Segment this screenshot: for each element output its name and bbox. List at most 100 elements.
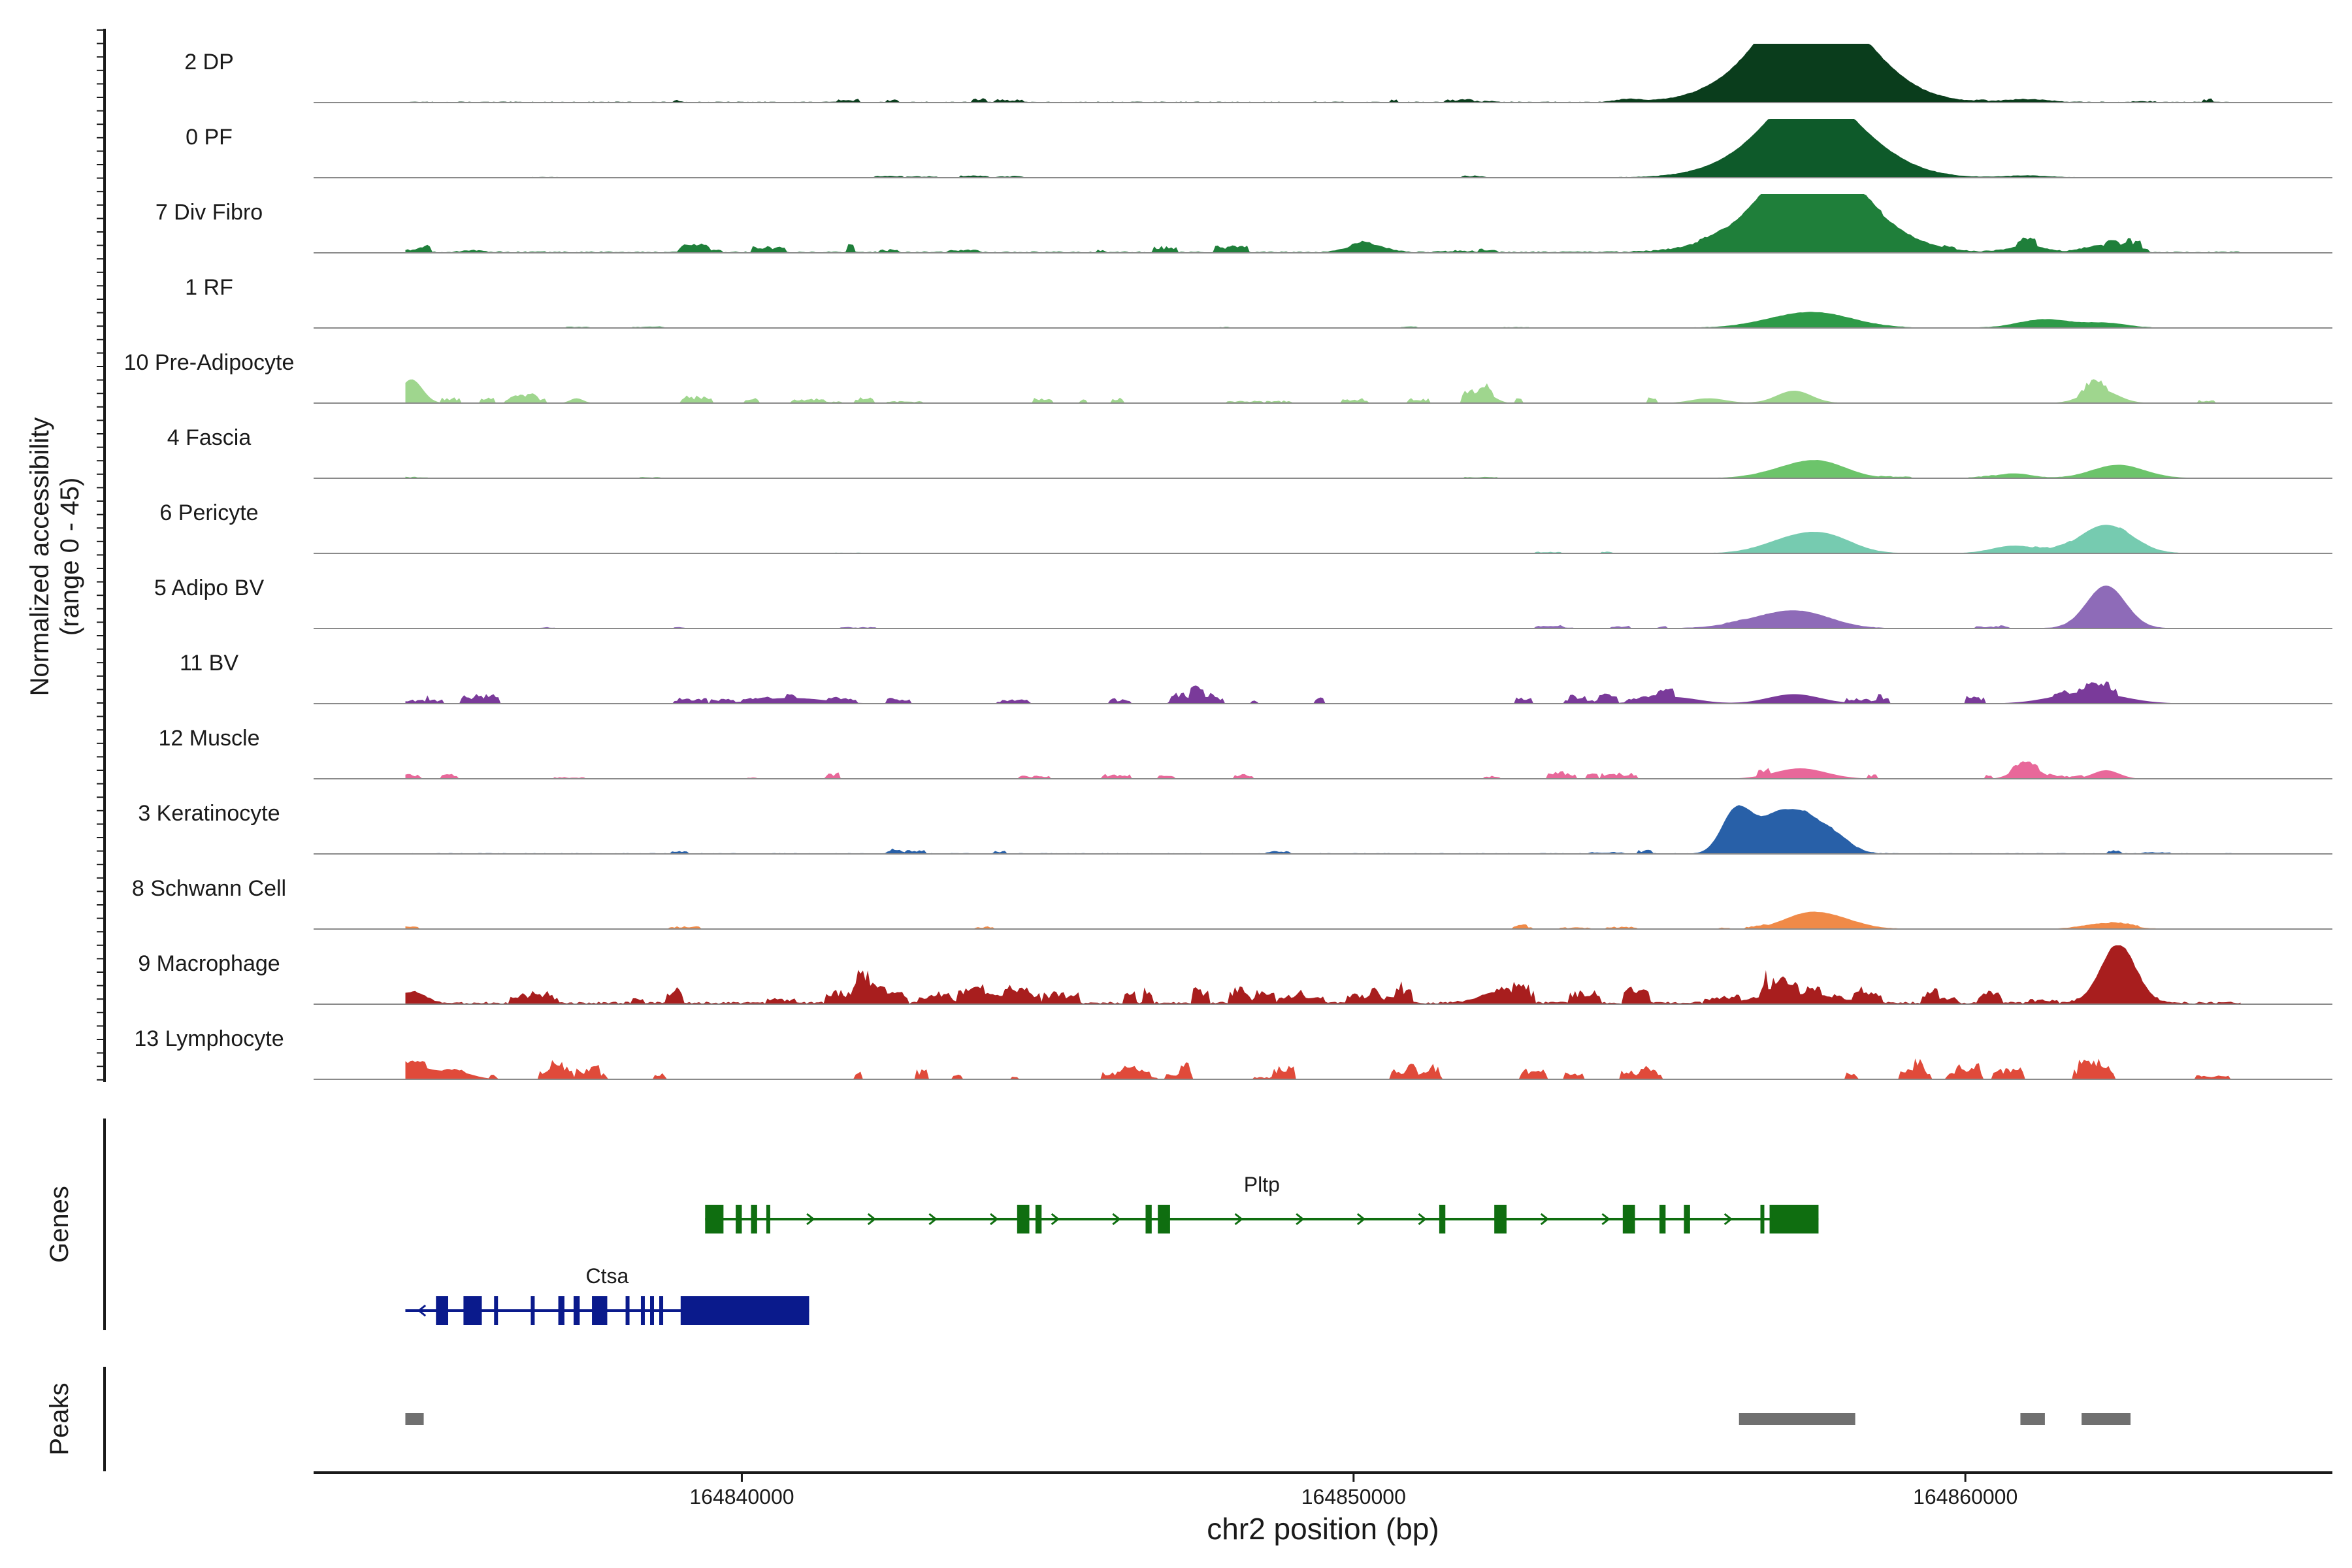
coverage-area <box>405 460 2241 478</box>
gene-exon <box>1145 1205 1152 1233</box>
coverage-area <box>405 585 2241 629</box>
track-0-pf: 0 PF <box>186 119 2332 178</box>
gene-exon <box>736 1205 742 1233</box>
track-12-muscle: 12 Muscle <box>159 726 2332 779</box>
peak-regions <box>405 1413 2131 1425</box>
track-2-dp: 2 DP <box>184 44 2332 103</box>
track-7-div-fibro: 7 Div Fibro <box>155 194 2332 253</box>
track-label: 8 Schwann Cell <box>132 876 286 901</box>
gene-ctsa: Ctsa <box>405 1264 809 1325</box>
track-label: 1 RF <box>185 275 233 300</box>
gene-exon <box>650 1296 654 1325</box>
gene-exon <box>436 1296 448 1325</box>
gene-label: Ctsa <box>586 1264 629 1288</box>
gene-exon <box>659 1296 664 1325</box>
track-6-pericyte: 6 Pericyte <box>159 500 2332 554</box>
gene-exon <box>463 1296 482 1325</box>
coverage-area <box>405 805 2241 854</box>
gene-exon <box>494 1296 498 1325</box>
peak-region <box>1739 1413 1855 1425</box>
x-tick-label: 164860000 <box>1913 1485 2017 1509</box>
track-label: 2 DP <box>184 50 234 74</box>
gene-exon <box>1035 1205 1042 1233</box>
track-1-rf: 1 RF <box>185 275 2332 329</box>
strand-chevron <box>1601 1213 1610 1226</box>
gene-exon <box>1684 1205 1690 1233</box>
track-3-keratinocyte: 3 Keratinocyte <box>138 801 2332 855</box>
gene-exon <box>1017 1205 1030 1233</box>
gene-exon <box>592 1296 608 1325</box>
peak-region <box>405 1413 424 1425</box>
strand-chevron <box>928 1213 938 1226</box>
gene-exon <box>751 1205 757 1233</box>
track-label: 6 Pericyte <box>159 500 258 525</box>
x-tick-label: 164840000 <box>689 1485 794 1509</box>
coverage-area <box>405 761 2241 779</box>
track-label: 3 Keratinocyte <box>138 801 280 826</box>
strand-chevron <box>990 1213 999 1226</box>
y-axis: Normalized accessibility (range 0 - 45) <box>25 29 106 1082</box>
gene-exon <box>531 1296 535 1325</box>
strand-chevron <box>1540 1213 1550 1226</box>
gene-exon <box>625 1296 630 1325</box>
coverage-area <box>405 44 2241 103</box>
coverage-area <box>405 119 2241 178</box>
track-9-macrophage: 9 Macrophage <box>138 945 2332 1005</box>
peaks-panel: Peaks <box>45 1367 2131 1471</box>
strand-chevron <box>1051 1213 1060 1226</box>
strand-chevron <box>806 1213 815 1226</box>
track-label: 13 Lymphocyte <box>134 1026 284 1051</box>
gene-label: Pltp <box>1244 1173 1280 1196</box>
coverage-area <box>405 911 2241 929</box>
track-label: 5 Adipo BV <box>154 576 265 600</box>
track-label: 9 Macrophage <box>138 951 280 976</box>
track-label: 10 Pre-Adipocyte <box>124 350 295 375</box>
strand-chevron <box>1418 1213 1427 1226</box>
coverage-tracks: 2 DP 0 PF 7 Div Fibro 1 RF 10 Pre-Adipocyte 4… <box>124 44 2332 1080</box>
track-label: 4 Fascia <box>167 425 252 450</box>
genes-panel: Genes Pltp Ctsa <box>45 1119 1819 1330</box>
x-axis: 164840000 164850000 164860000 chr2 positio… <box>314 1471 2332 1546</box>
track-11-bv: 11 BV <box>180 651 2332 704</box>
gene-pltp: Pltp <box>705 1173 1819 1233</box>
track-8-schwann-cell: 8 Schwann Cell <box>132 876 2332 930</box>
strand-chevron <box>417 1304 427 1317</box>
gene-exon <box>1760 1205 1765 1233</box>
track-13-lymphocyte: 13 Lymphocyte <box>134 1026 2332 1080</box>
strand-chevron <box>1356 1213 1366 1226</box>
coverage-area <box>405 681 2241 704</box>
gene-exon <box>1158 1205 1170 1233</box>
gene-exon <box>680 1296 809 1325</box>
track-label: 7 Div Fibro <box>155 200 263 225</box>
gene-exon <box>1772 1205 1819 1233</box>
x-tick-label: 164850000 <box>1301 1485 1406 1509</box>
y-axis-minor-ticks <box>97 29 105 1081</box>
coverage-area <box>405 379 2241 403</box>
coverage-area <box>405 945 2241 1004</box>
strand-chevron <box>867 1213 877 1226</box>
peak-region <box>2020 1413 2045 1425</box>
x-axis-label: chr2 position (bp) <box>1207 1512 1439 1546</box>
gene-exon <box>705 1205 724 1233</box>
track-label: 0 PF <box>186 125 233 150</box>
coverage-area <box>405 194 2241 253</box>
gene-exon <box>1439 1205 1446 1233</box>
genes-panel-label: Genes <box>45 1186 74 1263</box>
strand-chevron <box>1723 1213 1733 1226</box>
gene-exon <box>766 1205 770 1233</box>
gene-exon <box>558 1296 564 1325</box>
gene-exon <box>1659 1205 1666 1233</box>
gene-models: Pltp Ctsa <box>405 1173 1819 1325</box>
coverage-area <box>405 525 2241 553</box>
track-10-pre-adipocyte: 10 Pre-Adipocyte <box>124 350 2332 404</box>
gene-exon <box>1494 1205 1507 1233</box>
coverage-area <box>405 312 2241 328</box>
peaks-panel-label: Peaks <box>45 1382 74 1455</box>
track-4-fascia: 4 Fascia <box>167 425 2332 479</box>
x-axis-ticks: 164840000 164850000 164860000 <box>689 1473 2017 1509</box>
y-axis-label-line-1: Normalized accessibility <box>25 417 54 696</box>
strand-chevron <box>1112 1213 1121 1226</box>
y-axis-label-line-2: (range 0 - 45) <box>56 478 84 636</box>
track-label: 11 BV <box>180 651 238 676</box>
